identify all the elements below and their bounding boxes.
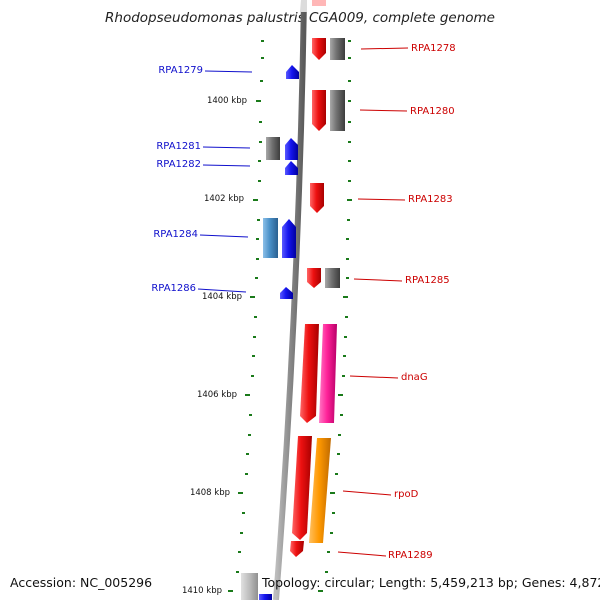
gene-gray-3[interactable] (325, 268, 340, 288)
label-dnag[interactable]: dnaG (401, 372, 428, 383)
kbp-label-1408: 1408 kbp (190, 488, 230, 498)
reverse-strand-genes (241, 65, 299, 600)
label-rpa1282[interactable]: RPA1282 (156, 159, 201, 170)
kbp-label-1406: 1406 kbp (197, 390, 237, 400)
right-label-connectors (337, 47, 409, 557)
gene-lightgray-bottom[interactable] (241, 573, 258, 600)
tick-marks (228, 40, 352, 592)
gene-gray-1[interactable] (330, 38, 345, 60)
gene-rpa1284[interactable] (282, 219, 296, 258)
label-rpa1286[interactable]: RPA1286 (151, 283, 196, 294)
left-label-connectors (197, 70, 253, 293)
gene-rpa1285[interactable] (307, 268, 321, 288)
label-rpa1279[interactable]: RPA1279 (158, 65, 203, 76)
map-title: Rhodopseudomonas palustris CGA009, compl… (105, 10, 495, 26)
label-rpod[interactable]: rpoD (394, 489, 419, 500)
gene-rpa1282[interactable] (285, 161, 298, 175)
gene-orange[interactable] (309, 438, 331, 543)
gene-blue-bottom[interactable] (259, 594, 272, 600)
label-rpa1278[interactable]: RPA1278 (411, 43, 456, 54)
right-gene-labels: RPA1278 RPA1280 RPA1283 RPA1285 dnaG rpo… (388, 43, 456, 561)
gene-dnag[interactable] (300, 324, 319, 423)
gene-rpa1283[interactable] (310, 183, 324, 213)
topology-text: Topology: circular; Length: 5,459,213 bp… (262, 575, 600, 590)
gene-gray-2[interactable] (330, 90, 345, 131)
gene-rpa1280[interactable] (312, 90, 326, 131)
genome-backbone (273, 0, 307, 600)
gene-rpa1279[interactable] (286, 65, 299, 79)
label-rpa1285[interactable]: RPA1285 (405, 275, 450, 286)
gene-steelblue[interactable] (263, 218, 278, 258)
kbp-label-1410: 1410 kbp (182, 586, 222, 596)
gene-rpa1281[interactable] (285, 138, 298, 160)
label-rpa1280[interactable]: RPA1280 (410, 106, 455, 117)
kbp-label-1402: 1402 kbp (204, 194, 244, 204)
gene-rpod[interactable] (292, 436, 312, 540)
accession-text: Accession: NC_005296 (10, 575, 153, 590)
gene-rpa1286[interactable] (280, 287, 293, 299)
kbp-label-1400: 1400 kbp (207, 96, 247, 106)
left-gene-labels: RPA1279 RPA1281 RPA1282 RPA1284 RPA1286 (151, 65, 203, 294)
forward-strand-genes (290, 0, 345, 557)
gene-magenta[interactable] (319, 324, 337, 423)
gene-pink-top (312, 0, 326, 6)
gene-gray-left[interactable] (266, 137, 280, 160)
label-rpa1281[interactable]: RPA1281 (156, 141, 201, 152)
label-rpa1289[interactable]: RPA1289 (388, 550, 433, 561)
gene-rpa1278[interactable] (312, 38, 326, 60)
gene-rpa1289[interactable] (290, 541, 304, 557)
label-rpa1284[interactable]: RPA1284 (153, 229, 198, 240)
label-rpa1283[interactable]: RPA1283 (408, 194, 453, 205)
kbp-label-1404: 1404 kbp (202, 292, 242, 302)
